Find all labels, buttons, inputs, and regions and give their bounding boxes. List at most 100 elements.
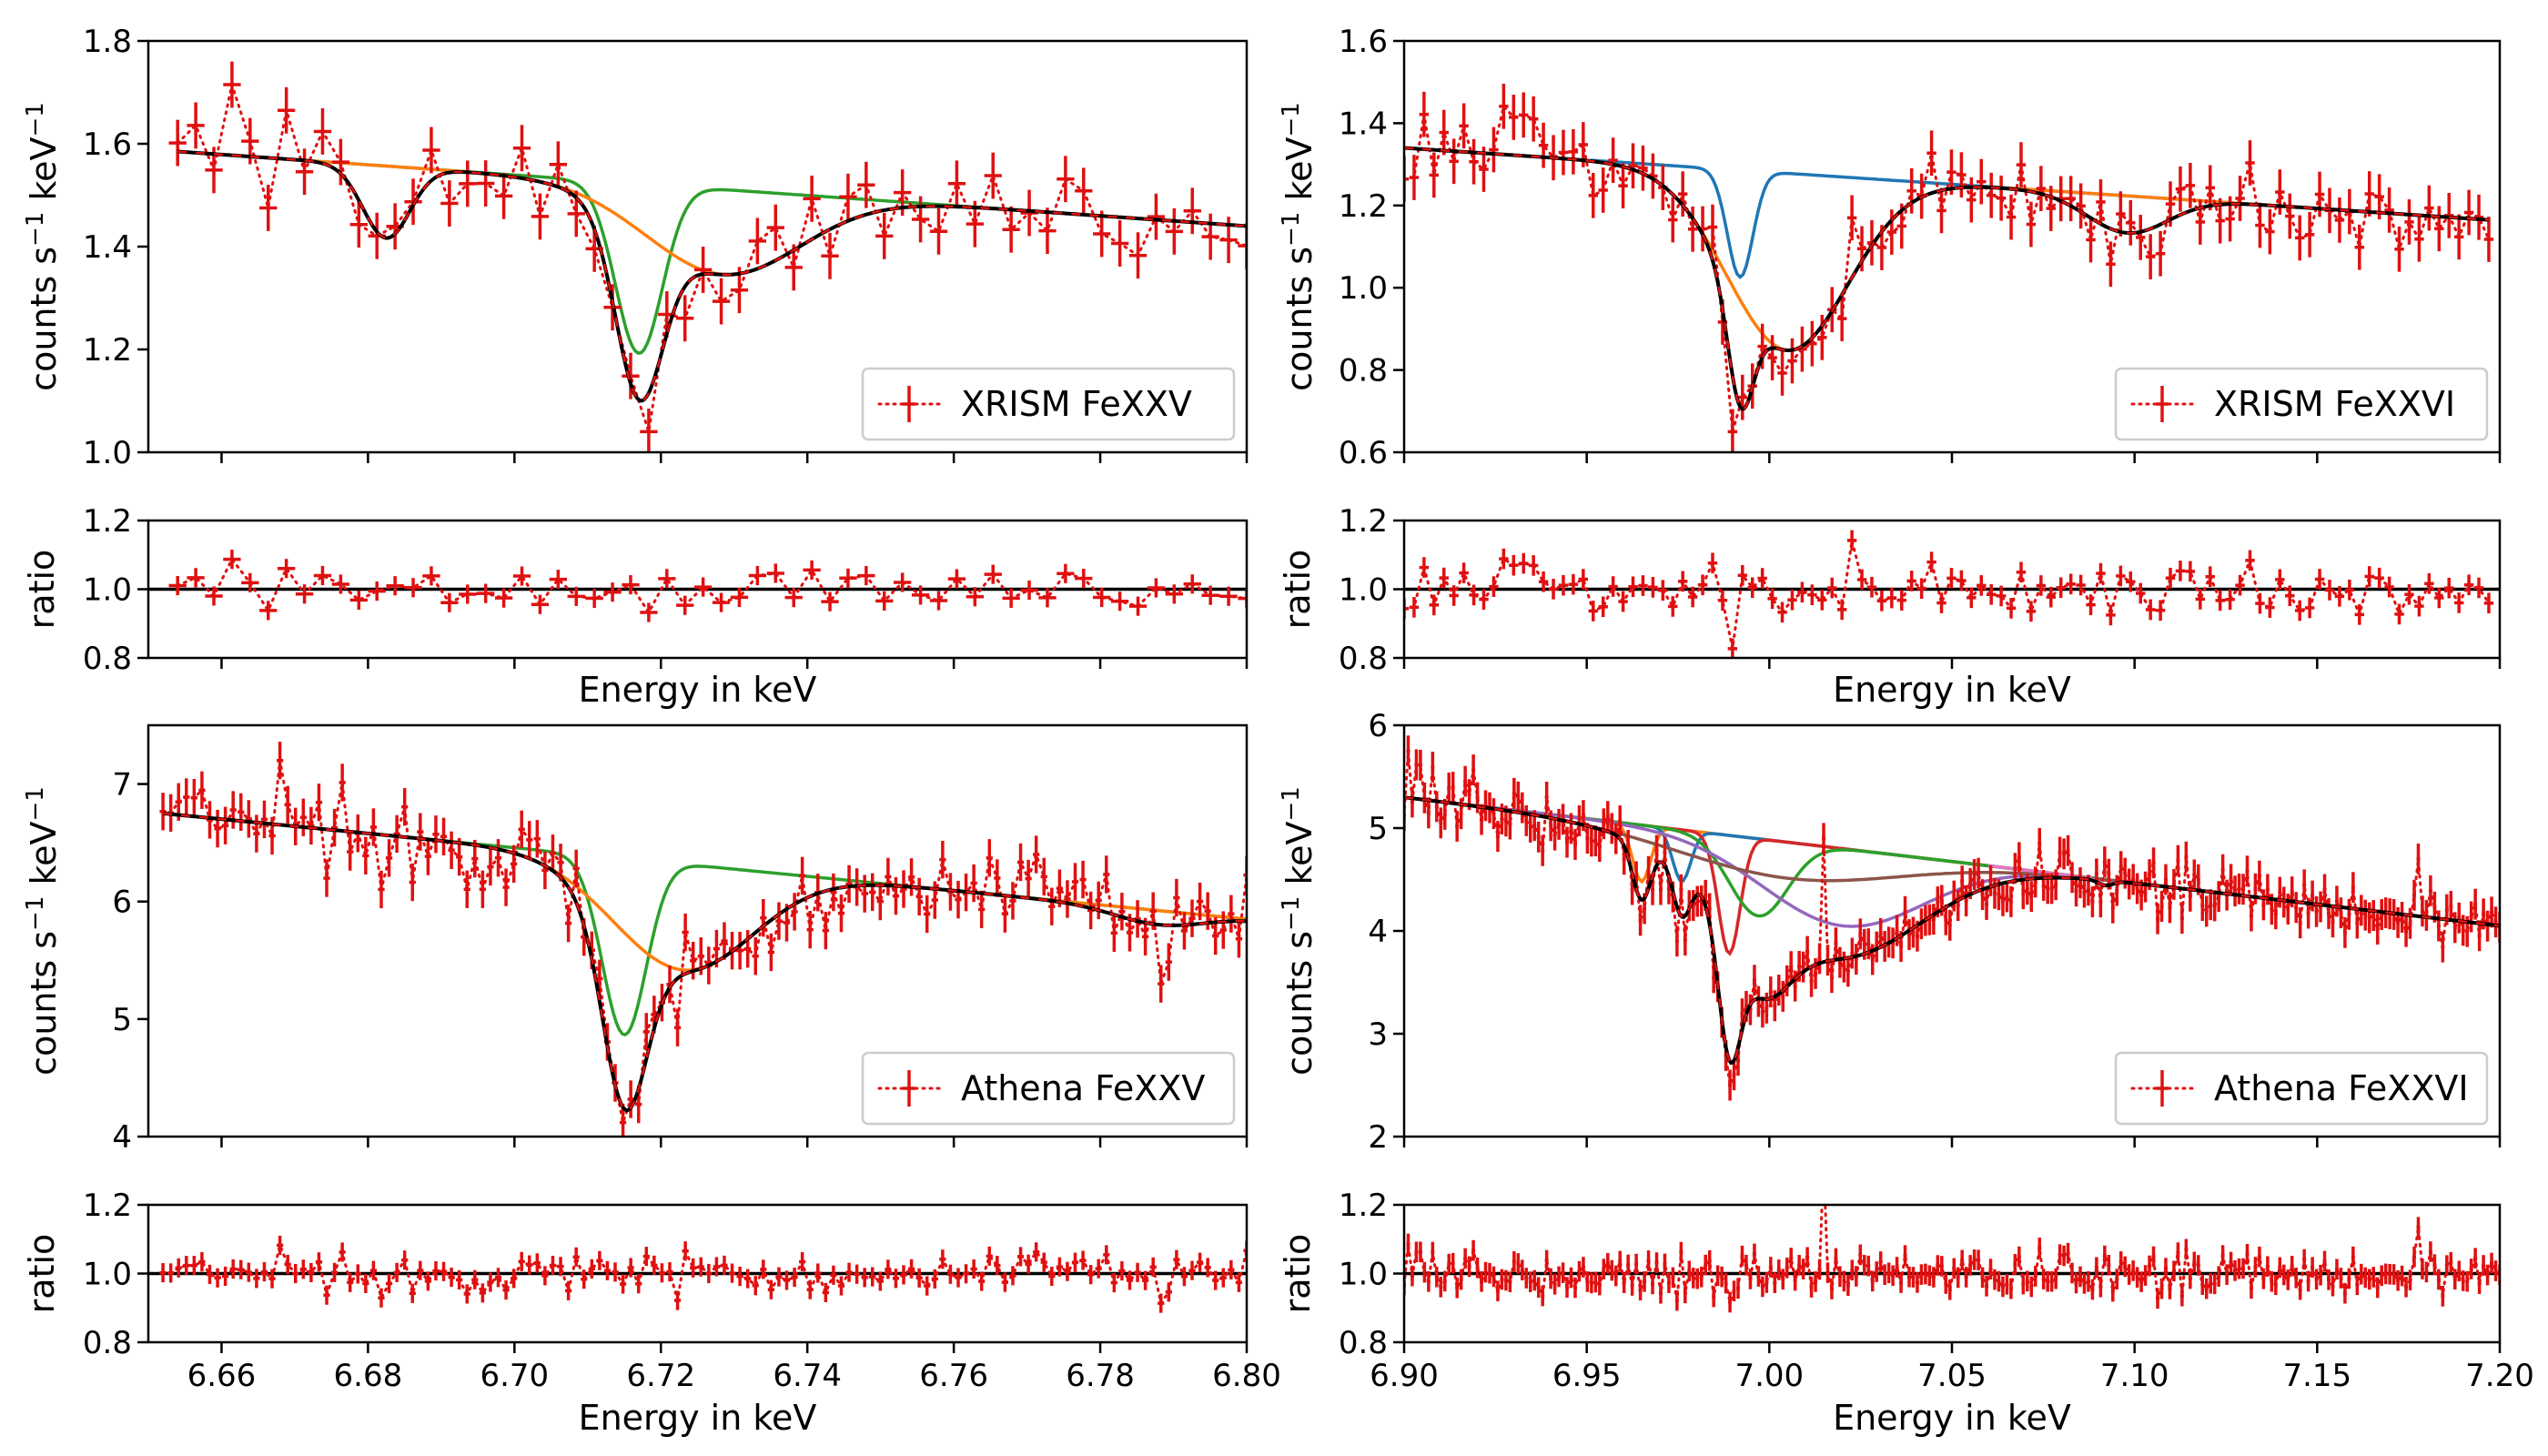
data-point (2310, 880, 2315, 912)
ratio-point (229, 1259, 237, 1279)
ratio-point (1602, 1259, 1606, 1279)
ratio-point (875, 591, 894, 611)
ratio-point (1134, 1262, 1141, 1282)
data-point (2217, 881, 2221, 913)
ratio-point (2412, 1246, 2417, 1268)
ratio-point (2331, 1275, 2335, 1297)
data-point (1768, 976, 1773, 1007)
data-point (2220, 854, 2225, 885)
ratio-point (308, 1262, 315, 1283)
legend: Athena FeXXV (861, 1051, 1236, 1126)
ratio-point (1431, 1241, 1435, 1263)
data-point (721, 922, 728, 960)
ratio-point (939, 1249, 946, 1269)
y-tick-label: 1.0 (1339, 270, 1388, 307)
ratio-point (1687, 1260, 1692, 1282)
ratio-point (1956, 570, 1967, 592)
ratio-point (2257, 1246, 2261, 1268)
data-point (2058, 836, 2062, 868)
ratio-y-tick-label: 1.0 (83, 1257, 132, 1293)
ratio-point (2327, 1269, 2331, 1290)
data-point (2493, 906, 2498, 938)
data-point (2294, 892, 2299, 924)
ratio-point (1180, 1267, 1188, 1287)
data-point (2212, 890, 2217, 922)
ratio-point (1593, 1271, 1598, 1293)
data-point (1712, 962, 1716, 994)
data-point (760, 898, 767, 937)
ratio-point (2156, 1288, 2160, 1309)
ratio-point (2046, 586, 2057, 608)
data-point (2076, 183, 2086, 229)
ratio-point (1149, 1257, 1157, 1277)
data-point (736, 932, 743, 970)
ratio-point (2490, 1252, 2494, 1274)
ratio-point (1805, 1247, 1810, 1269)
ratio-point (705, 1263, 713, 1284)
ratio-point (803, 560, 821, 580)
ratio-point (900, 1265, 907, 1285)
ratio-point (1856, 569, 1867, 591)
data-point (1727, 409, 1738, 452)
ratio-point (1480, 1270, 1484, 1292)
ratio-point (2367, 1269, 2371, 1290)
data-point (2116, 191, 2126, 237)
ratio-y-tick-label: 1.2 (1339, 503, 1388, 540)
ratio-point (2098, 1276, 2103, 1298)
ratio-point (2339, 1268, 2343, 1289)
ratio-point (2090, 1279, 2095, 1300)
data-point (1668, 197, 1678, 243)
ratio-point (1697, 574, 1708, 596)
ratio-point (518, 1251, 525, 1271)
data-point (168, 119, 187, 167)
ratio-point (1946, 568, 1956, 589)
data-point (1025, 859, 1032, 898)
ratio-point (1509, 554, 1519, 576)
data-point (821, 232, 839, 279)
data-point (1118, 893, 1126, 931)
data-point (690, 941, 697, 980)
data-point (401, 788, 409, 826)
x-tick-label: 7.05 (1917, 1358, 1987, 1394)
data-point (2285, 193, 2295, 239)
ratio-point (1817, 589, 1827, 611)
ratio-point (1087, 1265, 1095, 1285)
data-point (1033, 835, 1040, 874)
ratio-point (1528, 1271, 1532, 1292)
ratio-point (1048, 1266, 1056, 1287)
data-point (2175, 166, 2186, 212)
ratio-point (2036, 575, 2047, 596)
ratio-point (1911, 1267, 1916, 1288)
ratio-point (2452, 1269, 2457, 1290)
data-point (1947, 909, 1952, 941)
ratio-point (2270, 1270, 2274, 1292)
data-point (323, 859, 330, 897)
data-point (378, 870, 385, 909)
data-point (1419, 91, 1430, 137)
data-point (1597, 831, 1602, 863)
ratio-point (168, 575, 187, 596)
ratio-point (1626, 1254, 1631, 1276)
data-point (1512, 777, 1516, 809)
data-point (986, 839, 993, 877)
data-point (2253, 873, 2258, 905)
data-point (2086, 217, 2096, 263)
data-point (1842, 951, 1846, 983)
ratio-point (1740, 1245, 1744, 1267)
ratio-point (697, 1257, 704, 1277)
ratio-point (924, 1276, 931, 1296)
data-point (1404, 156, 1410, 202)
x-tick-label: 6.90 (1370, 1358, 1439, 1394)
panel-bottom-left: 4 5 6 7 counts s−1 keV−1 Athena FeXXV 0.8 1.0 1.… (22, 723, 1281, 1438)
data-point (1854, 944, 1858, 976)
ratio-y-tick-label: 0.8 (1339, 641, 1388, 677)
ratio-point (1854, 1266, 1858, 1287)
data-point (1228, 895, 1235, 933)
data-point (1524, 804, 1529, 836)
data-point (159, 793, 167, 831)
ratio-point (2008, 1278, 2013, 1299)
ratio-point (2483, 592, 2494, 614)
y-tick-label: 6 (1368, 708, 1388, 744)
legend-label: XRISM FeXXVI (2214, 384, 2455, 424)
data-point (1674, 925, 1679, 957)
